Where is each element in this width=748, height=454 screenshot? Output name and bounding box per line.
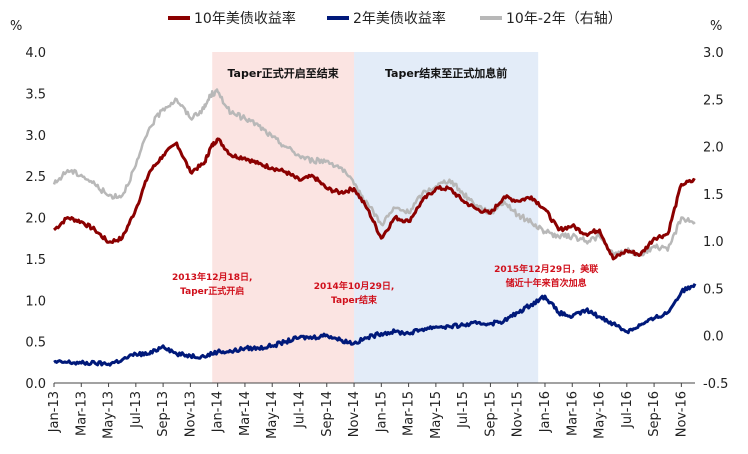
annotation-text: 2014年10月29日, — [314, 280, 395, 292]
x-tick-label: Mar-13 — [74, 391, 89, 436]
x-tick-label: May-13 — [102, 391, 117, 439]
series-line — [53, 137, 696, 261]
x-tick-label: Sep-14 — [320, 391, 335, 437]
x-tick-label: Jul-15 — [456, 391, 471, 429]
legend: 10年美债收益率 2年美债收益率 10年-2年（右轴） — [168, 10, 622, 27]
right-tick-label: 0.5 — [703, 282, 724, 297]
left-tick-label: 1.5 — [25, 253, 46, 268]
x-tick-label: Mar-14 — [238, 391, 253, 436]
left-tick-label: 0.5 — [25, 336, 46, 351]
x-tick-label: Jul-13 — [129, 391, 144, 429]
x-tick-label: May-15 — [429, 391, 444, 439]
annotation-text: 储近十年来首次加息 — [506, 277, 587, 289]
x-tick-label: Jan-15 — [374, 391, 389, 433]
legend-label: 2年美债收益率 — [353, 10, 446, 27]
series-line — [52, 88, 696, 257]
right-tick-label: 3.0 — [703, 46, 724, 61]
x-tick-label: Sep-13 — [156, 391, 171, 437]
left-axis-unit: % — [10, 19, 22, 34]
x-tick-label: Sep-16 — [647, 391, 662, 437]
axes: 0.0 0.5 1.0 1.5 2.0 2.5 3.0 3.5 4.0 -0.5 0.0 0.5 1.0… — [25, 46, 728, 439]
x-tick-label: Nov-15 — [511, 391, 526, 437]
right-tick-label: 1.0 — [703, 235, 724, 250]
x-tick-label: Nov-13 — [183, 391, 198, 437]
right-axis-unit: % — [710, 19, 722, 34]
annotation-text: 2013年12月18日, — [172, 271, 253, 283]
series-line — [53, 283, 697, 367]
annotation-text: Taper正式开启 — [180, 285, 244, 297]
x-tick-label: Sep-15 — [483, 391, 498, 437]
period-labels: Taper正式开启至结束 Taper结束至正式加息前 2013年12月18日, Tap… — [172, 66, 599, 306]
period-label: Taper正式开启至结束 — [227, 66, 339, 80]
period-label: Taper结束至正式加息前 — [385, 66, 507, 80]
right-tick-label: 2.0 — [703, 141, 724, 156]
x-tick-label: May-14 — [265, 391, 280, 439]
legend-label: 10年-2年（右轴） — [506, 11, 622, 27]
left-tick-label: 3.5 — [25, 87, 46, 102]
left-tick-label: 2.5 — [25, 170, 46, 185]
annotation-text: 2015年12月29日，美联 — [494, 263, 599, 275]
x-tick-label: Jul-16 — [620, 391, 635, 429]
left-tick-label: 1.0 — [25, 294, 46, 309]
x-tick-label: Mar-15 — [402, 391, 417, 436]
left-tick-label: 3.0 — [25, 129, 46, 144]
right-tick-label: 2.5 — [703, 93, 724, 108]
legend-label: 10年美债收益率 — [194, 10, 296, 27]
annotation-text: Taper结束 — [331, 294, 378, 306]
shaded-period — [212, 52, 355, 383]
x-tick-label: Jan-13 — [47, 391, 62, 433]
x-tick-label: Jan-16 — [538, 391, 553, 433]
series-lines — [52, 88, 697, 367]
right-tick-label: 1.5 — [703, 188, 724, 203]
x-tick-label: Jul-14 — [292, 391, 307, 429]
right-tick-label: -0.5 — [703, 377, 728, 392]
right-tick-label: 0.0 — [703, 330, 724, 345]
x-tick-label: Nov-14 — [347, 391, 362, 437]
left-tick-label: 0.0 — [25, 377, 46, 392]
x-tick-label: Jan-14 — [211, 391, 226, 433]
x-tick-label: Mar-16 — [565, 391, 580, 436]
left-tick-label: 2.0 — [25, 212, 46, 227]
x-tick-label: Nov-16 — [674, 391, 689, 437]
left-tick-label: 4.0 — [25, 46, 46, 61]
x-tick-label: May-16 — [593, 391, 608, 439]
